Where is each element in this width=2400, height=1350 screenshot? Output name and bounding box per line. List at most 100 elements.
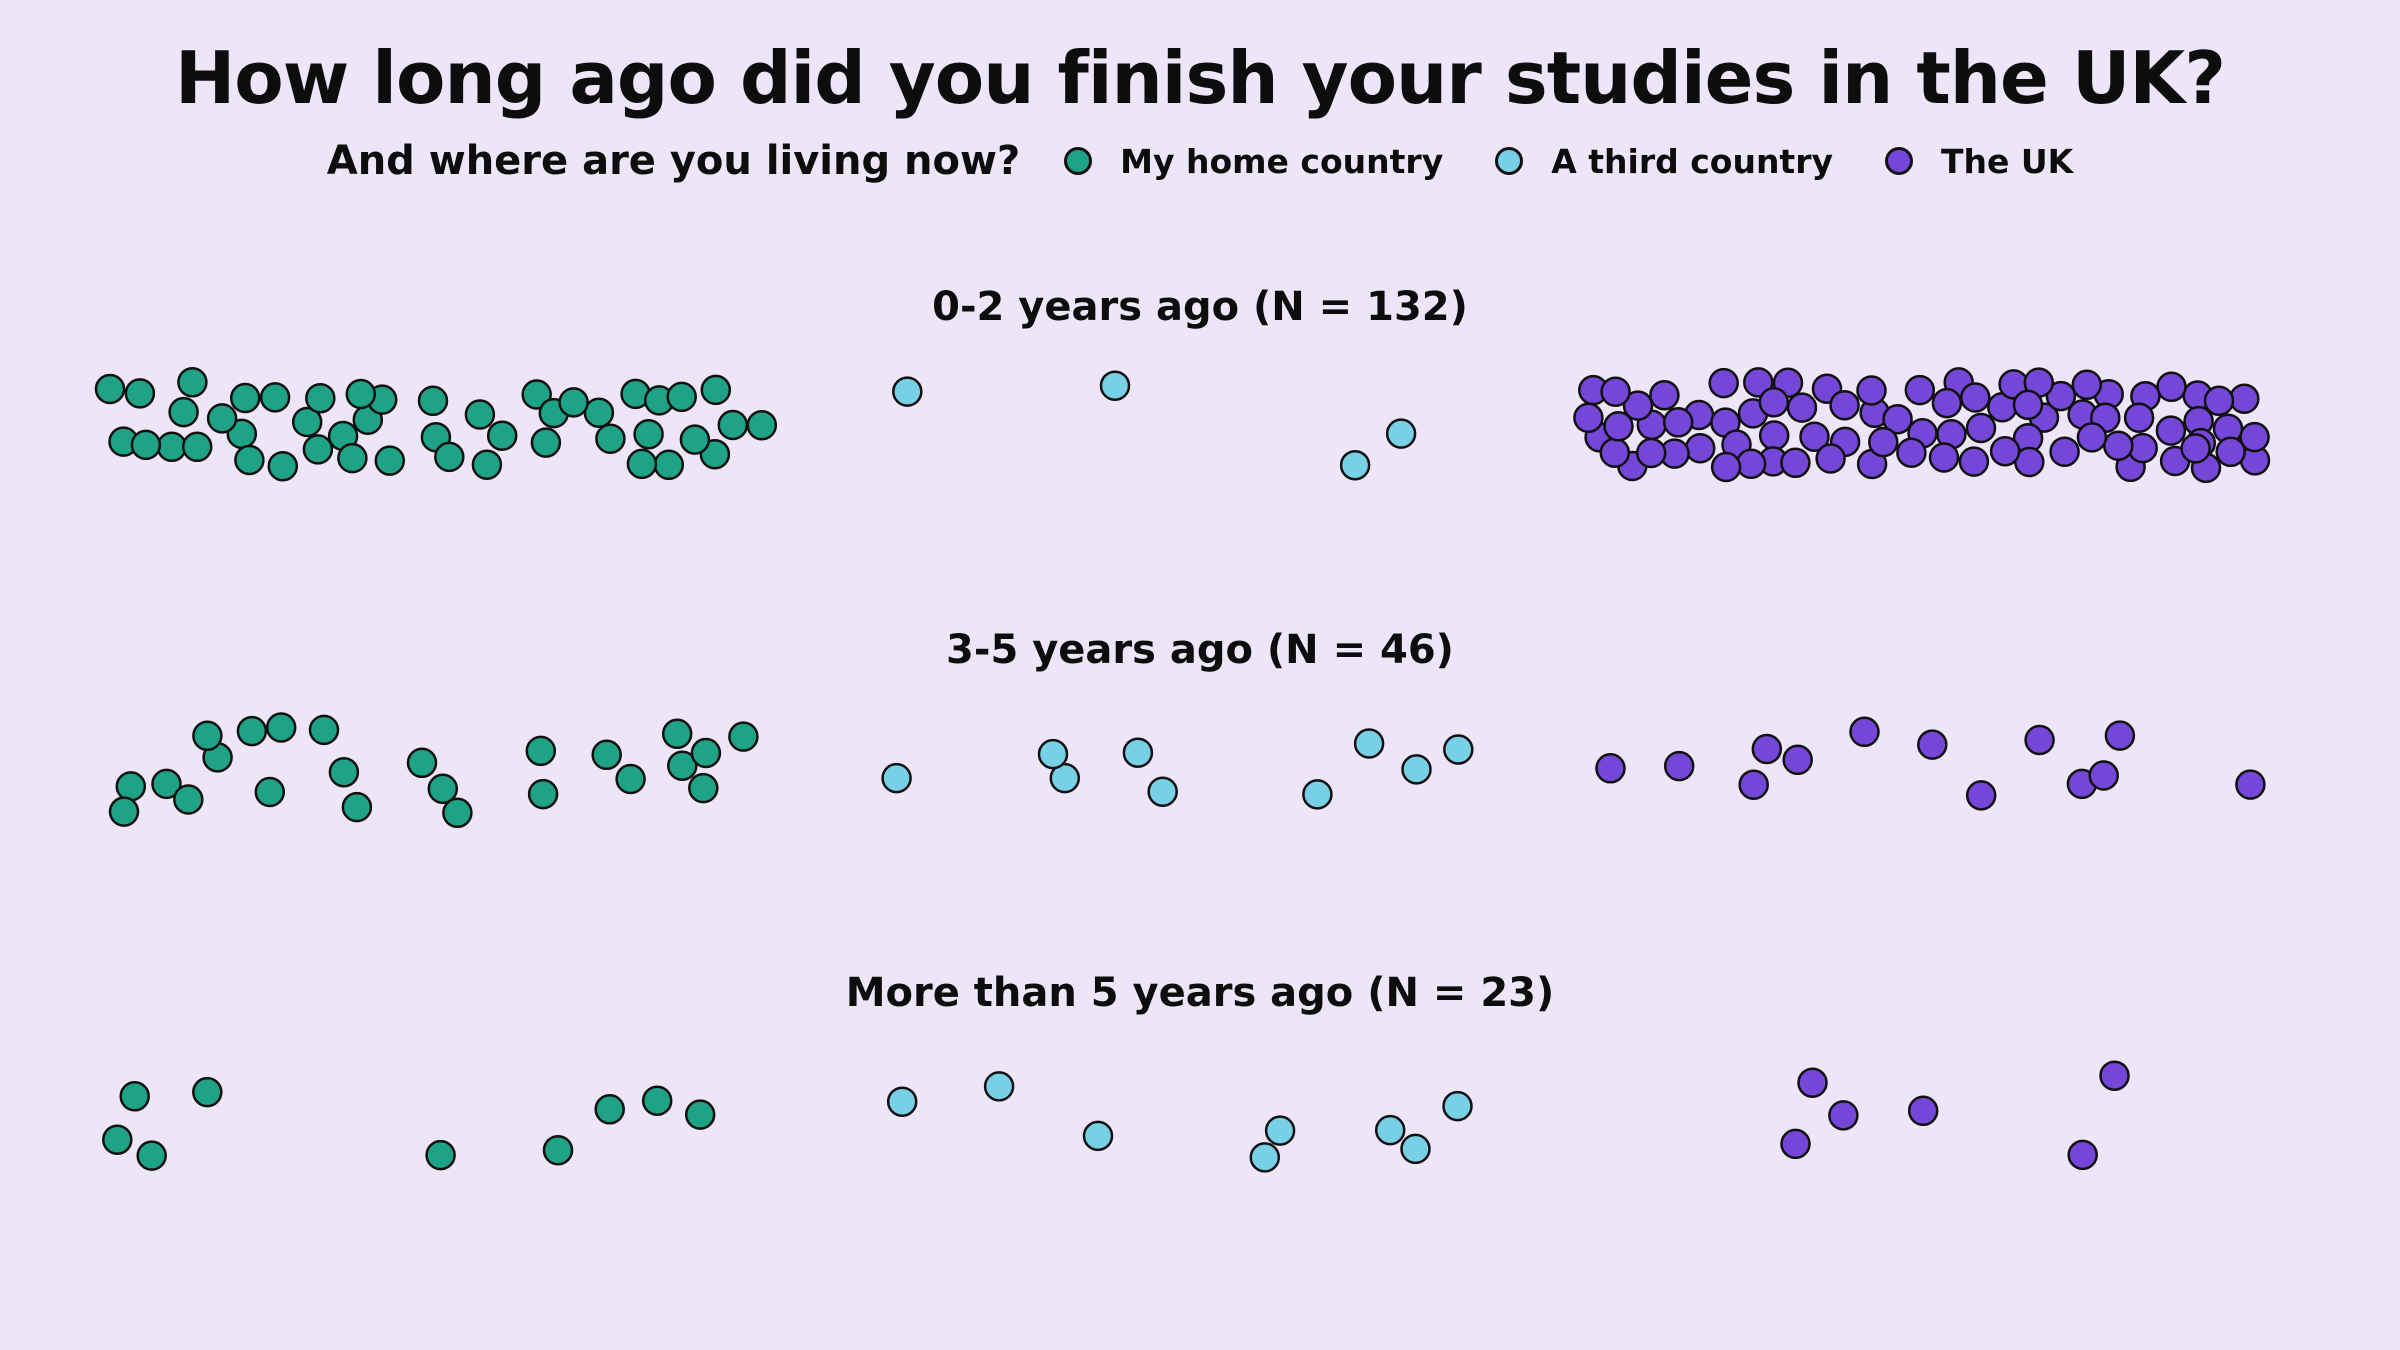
dot-the-uk <box>2071 369 2103 401</box>
dot-the-uk <box>1849 716 1880 748</box>
dot-the-uk <box>2229 383 2260 414</box>
dot-the-uk <box>2049 436 2080 467</box>
dot-my-home-country <box>427 773 459 805</box>
dot-my-home-country <box>525 735 557 767</box>
dot-my-home-country <box>302 434 334 465</box>
dot-my-home-country <box>305 382 336 414</box>
dot-my-home-country <box>108 796 140 827</box>
dot-my-home-country <box>173 784 204 815</box>
dot-the-uk <box>1965 412 1997 444</box>
dot-my-home-country <box>434 441 465 473</box>
dot-my-home-country <box>236 715 268 747</box>
dot-a-third-country <box>1249 1142 1281 1173</box>
dot-my-home-country <box>130 429 162 461</box>
dot-my-home-country <box>641 1085 673 1116</box>
dot-the-uk <box>1662 407 1694 438</box>
dot-my-home-country <box>746 409 778 441</box>
dot-the-uk <box>1649 379 1680 411</box>
dot-a-third-country <box>892 376 923 407</box>
dot-a-third-country <box>1037 738 1069 770</box>
dot-the-uk <box>2104 720 2136 751</box>
dot-the-uk <box>1684 432 1716 464</box>
dot-the-uk <box>2215 436 2246 468</box>
dot-a-third-country <box>1443 734 1474 765</box>
dot-my-home-country <box>661 718 693 750</box>
dot-the-uk <box>1829 389 1860 421</box>
dot-my-home-country <box>119 1081 150 1112</box>
dot-my-home-country <box>688 772 719 804</box>
dot-the-uk <box>1931 387 1963 419</box>
dot-my-home-country <box>192 720 223 752</box>
dot-the-uk <box>1907 1095 1939 1127</box>
panel-title-5-plus: More than 5 years ago (N = 23) <box>845 970 1555 1016</box>
dot-the-uk <box>1735 448 1767 480</box>
dot-the-uk <box>2123 402 2155 433</box>
dot-my-home-country <box>595 423 626 454</box>
dot-my-home-country <box>156 431 188 463</box>
legend: And where are you living now? My home co… <box>0 138 2400 184</box>
dot-the-uk <box>1782 744 1813 776</box>
dot-the-uk <box>2239 421 2270 453</box>
dot-the-uk <box>1917 729 1948 760</box>
dot-the-uk <box>1758 420 1790 451</box>
dot-my-home-country <box>626 448 658 480</box>
dot-my-home-country <box>530 427 562 458</box>
dot-my-home-country <box>425 1139 456 1171</box>
dot-my-home-country <box>417 385 449 417</box>
dot-my-home-country <box>633 418 664 450</box>
chart-title: How long ago did you finish your studies… <box>175 36 2226 120</box>
dot-the-uk <box>1603 411 1634 442</box>
dot-a-third-country <box>1099 370 1131 401</box>
dot-my-home-country <box>527 778 559 810</box>
dot-a-third-country <box>1147 776 1178 807</box>
dot-the-uk <box>1882 403 1913 435</box>
dot-my-home-country <box>684 1099 716 1130</box>
dot-the-uk <box>1958 446 1990 477</box>
dot-my-home-country <box>717 409 749 441</box>
dot-my-home-country <box>308 714 340 746</box>
dot-my-home-country <box>700 374 732 406</box>
dot-my-home-country <box>181 431 213 463</box>
dot-the-uk <box>1780 447 1811 479</box>
dot-my-home-country <box>168 396 199 428</box>
dot-my-home-country <box>136 1140 167 1171</box>
legend-label-home: My home country <box>1120 141 1444 181</box>
dot-the-uk <box>1828 1100 1859 1131</box>
dot-my-home-country <box>728 721 759 752</box>
dot-my-home-country <box>471 449 503 480</box>
dot-the-uk <box>2155 415 2187 446</box>
dot-my-home-country <box>94 373 126 405</box>
legend-swatch-third <box>1495 147 1524 175</box>
dot-a-third-country <box>881 762 912 794</box>
dot-the-uk <box>2103 430 2134 461</box>
dot-my-home-country <box>583 397 615 428</box>
dot-my-home-country <box>690 737 722 769</box>
dot-the-uk <box>1663 750 1695 782</box>
legend-entry-home: My home country <box>1064 142 1443 181</box>
dot-the-uk <box>2099 1060 2130 1091</box>
dot-the-uk <box>2067 1139 2098 1171</box>
dot-the-uk <box>2235 769 2266 800</box>
dot-my-home-country <box>102 1124 133 1155</box>
dot-my-home-country <box>229 382 261 414</box>
legend-swatch-uk <box>1885 147 1913 175</box>
dot-the-uk <box>1868 426 1899 458</box>
legend-swatch-home <box>1064 147 1093 175</box>
dot-the-uk <box>2156 371 2187 403</box>
dot-the-uk <box>1780 1128 1811 1160</box>
dot-the-uk <box>1989 435 2021 467</box>
dot-the-uk <box>2045 380 2077 412</box>
dot-my-home-country <box>594 1094 625 1125</box>
dot-the-uk <box>1896 437 1927 468</box>
dot-a-third-country <box>1122 737 1154 768</box>
dot-my-home-country <box>115 771 147 802</box>
dot-the-uk <box>2180 433 2211 464</box>
dot-the-uk <box>1710 451 1742 483</box>
dot-the-uk <box>1622 390 1654 421</box>
dot-my-home-country <box>177 367 208 398</box>
dot-my-home-country <box>345 378 377 410</box>
dot-a-third-country <box>1082 1120 1114 1152</box>
dot-the-uk <box>1738 769 1769 800</box>
